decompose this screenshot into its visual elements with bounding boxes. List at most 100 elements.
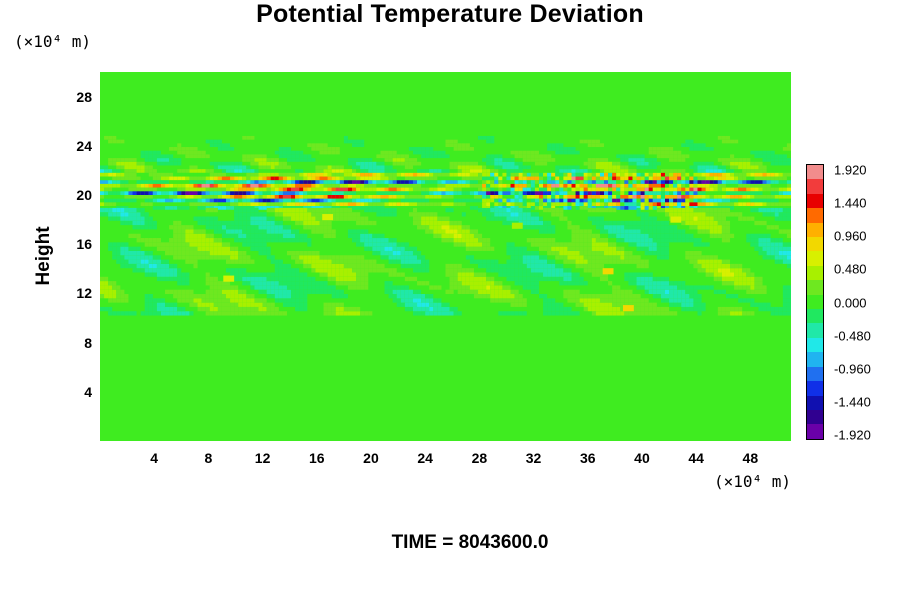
heatmap-cell [738, 268, 743, 273]
heatmap-cell [201, 246, 206, 251]
heatmap-cell [693, 180, 698, 184]
heatmap-cell [514, 161, 519, 166]
heatmap-cell [278, 176, 283, 181]
heatmap-cell [173, 289, 178, 295]
heatmap-cell [758, 220, 763, 226]
heatmap-cell [144, 195, 149, 199]
heatmap-cell [116, 289, 121, 295]
heatmap-cell [238, 259, 243, 264]
heatmap-cell [612, 311, 617, 316]
heatmap-cell [331, 233, 336, 239]
heatmap-cell [575, 183, 580, 188]
colorbar-tick-label: 1.440 [834, 195, 867, 211]
heatmap-cell [482, 212, 487, 217]
heatmap-cell [258, 306, 263, 312]
heatmap-cell [108, 135, 113, 140]
heatmap-cell [181, 233, 186, 239]
heatmap-cell [730, 139, 735, 144]
heatmap-cell [608, 183, 613, 188]
heatmap-cell [673, 212, 678, 217]
heatmap-cell [648, 289, 653, 295]
heatmap-cell [786, 180, 791, 184]
heatmap-cell [616, 289, 621, 295]
heatmap-cell [721, 311, 726, 316]
x-tick-label: 28 [471, 450, 488, 466]
heatmap-cell [270, 289, 275, 295]
heatmap-cell [555, 195, 560, 199]
heatmap-cell [108, 180, 113, 184]
heatmap-cell [766, 198, 771, 203]
heatmap-cell [274, 285, 279, 290]
heatmap-cell [254, 180, 259, 184]
heatmap-cell [144, 176, 149, 181]
heatmap-cell [734, 165, 739, 170]
heatmap-cell [547, 143, 552, 148]
heatmap-cell [697, 298, 702, 303]
heatmap-cell [640, 285, 645, 290]
heatmap-cell [360, 161, 365, 166]
heatmap-cell [327, 302, 332, 307]
heatmap-cell [656, 255, 661, 260]
heatmap-cell [197, 246, 202, 251]
heatmap-cell [323, 289, 328, 295]
heatmap-cell [144, 216, 149, 221]
heatmap-cell [352, 276, 357, 282]
colorbar-segment [807, 337, 823, 353]
heatmap-cell [335, 202, 340, 207]
heatmap-cell [404, 302, 409, 307]
heatmap-cell [754, 176, 759, 181]
heatmap-cell [725, 191, 731, 195]
heatmap-cell [648, 183, 653, 188]
heatmap-cell [770, 150, 775, 155]
heatmap-cell [230, 272, 235, 277]
heatmap-cell [734, 187, 739, 192]
heatmap-cell [478, 263, 483, 269]
heatmap-cell [628, 220, 633, 226]
heatmap-cell [352, 202, 357, 207]
heatmap-cell [136, 246, 141, 251]
heatmap-cell [677, 233, 682, 239]
heatmap-cell [372, 263, 377, 269]
heatmap-cell [242, 268, 247, 273]
heatmap-cell [347, 139, 353, 144]
heatmap-cell [433, 233, 438, 239]
heatmap-cell [213, 191, 218, 195]
heatmap-cell [664, 147, 670, 151]
heatmap-cell [538, 220, 544, 226]
heatmap-cell [575, 259, 580, 264]
heatmap-cell [152, 255, 157, 260]
heatmap-cell [526, 150, 531, 155]
heatmap-cell [543, 306, 548, 312]
heatmap-cell [307, 225, 312, 230]
heatmap-cell [209, 302, 214, 307]
heatmap-cell [758, 289, 763, 295]
heatmap-cell [343, 276, 348, 282]
heatmap-cell [494, 285, 499, 290]
heatmap-cell [217, 206, 222, 210]
heatmap-cell [762, 180, 767, 184]
heatmap-cell [230, 191, 235, 195]
heatmap-cell [412, 212, 418, 217]
heatmap-cell [632, 311, 637, 316]
heatmap-cell [173, 195, 178, 199]
heatmap-cell [498, 183, 503, 188]
heatmap-cell [506, 276, 511, 282]
heatmap-cell [136, 176, 141, 181]
heatmap-cell [701, 195, 706, 199]
heatmap-cell [632, 259, 637, 264]
heatmap-cell [575, 225, 580, 230]
heatmap-cell [262, 202, 267, 207]
heatmap-cell [356, 195, 361, 199]
heatmap-cell [400, 172, 405, 177]
heatmap-cell [396, 285, 401, 290]
heatmap-cell [246, 212, 251, 217]
heatmap-cell [347, 187, 353, 192]
heatmap-cell [685, 176, 690, 181]
heatmap-cell [169, 183, 174, 188]
heatmap-cell [465, 276, 470, 282]
heatmap-cell [664, 294, 670, 299]
heatmap-cell [530, 195, 535, 199]
heatmap-cell [534, 161, 539, 166]
heatmap-cell [616, 165, 621, 170]
heatmap-cell [721, 161, 726, 166]
